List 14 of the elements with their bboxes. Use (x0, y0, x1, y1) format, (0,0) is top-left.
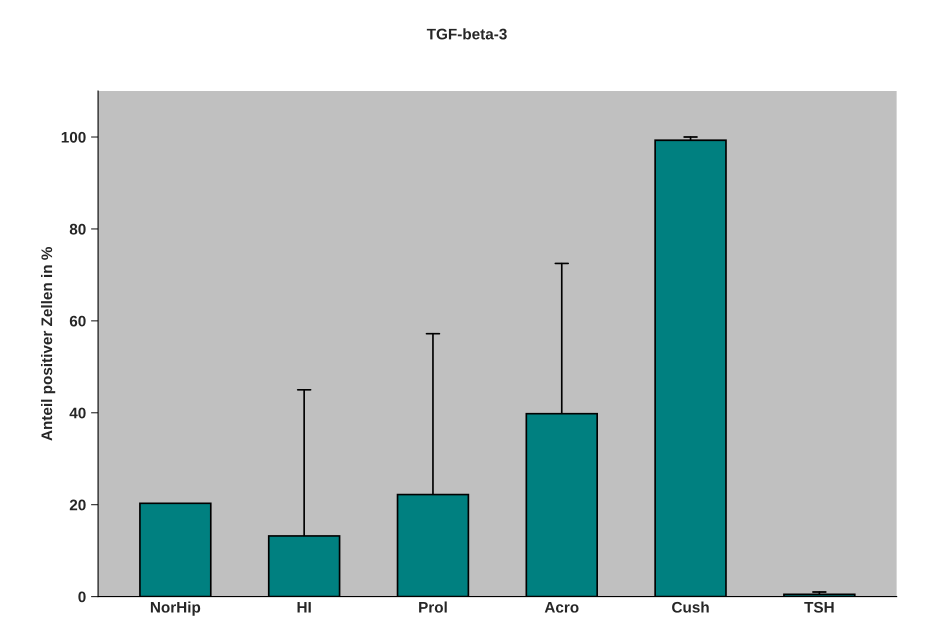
y-axis-title: Anteil positiver Zellen in % (40, 247, 56, 441)
x-tick-label: HI (298, 602, 311, 613)
y-tick-label: 60 (70, 316, 86, 327)
x-tick-label: Prol (419, 601, 447, 613)
x-tick-label: TSH (804, 602, 834, 613)
y-tick-label: 20 (70, 500, 86, 510)
x-tick-label: Cush (672, 601, 709, 613)
y-tick-label: 0 (78, 591, 86, 602)
y-tick-label: 100 (62, 132, 86, 143)
chart-title: TGF-beta-3 (426, 28, 507, 40)
x-tick-label: Acro (544, 602, 579, 613)
y-tick-label: 80 (70, 224, 86, 235)
x-tick-label: NorHip (150, 601, 200, 616)
y-tick-label: 40 (70, 408, 86, 418)
